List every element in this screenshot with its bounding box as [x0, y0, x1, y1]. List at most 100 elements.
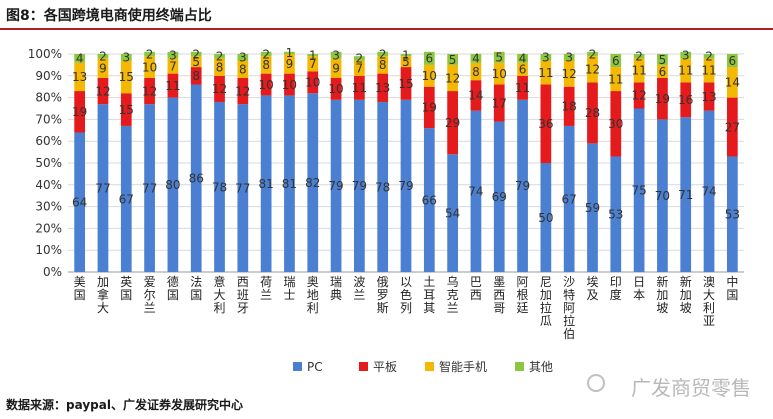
bar-segment — [726, 97, 738, 157]
bar-segment — [74, 62, 86, 92]
data-label: 16 — [678, 93, 693, 107]
data-label: 1 — [309, 48, 317, 62]
data-label: 14 — [725, 76, 740, 90]
bar-segment — [610, 54, 622, 68]
bar-segment — [120, 93, 132, 126]
data-label: 10 — [305, 76, 320, 90]
bar-segment — [726, 54, 738, 68]
bar-segment — [423, 51, 435, 65]
data-label: 77 — [142, 181, 157, 195]
bar-segment — [563, 86, 575, 126]
figure-title: 图8：各国跨境电商使用终端占比 — [6, 8, 212, 24]
y-axis-ticks: 0% 10% 20% 30% 40% 50% 60% 70% 80% 90% 100% — [28, 47, 62, 279]
data-label: 77 — [235, 181, 250, 195]
data-label: 5 — [192, 55, 200, 69]
bar-segment — [120, 60, 132, 94]
data-label: 12 — [445, 71, 460, 85]
bar-segment — [493, 121, 505, 272]
x-tick-label: 意大利 — [214, 274, 226, 315]
bar-segment — [726, 67, 738, 98]
bar-segment — [97, 54, 109, 59]
bar-segment — [214, 101, 225, 273]
data-label: 4 — [472, 52, 480, 66]
bar-segment — [237, 77, 249, 105]
bar-segment — [657, 77, 668, 120]
data-label: 11 — [701, 64, 716, 78]
data-label: 9 — [332, 61, 340, 75]
bar-segment — [284, 73, 295, 96]
bar-segment — [633, 58, 645, 83]
data-label: 71 — [678, 188, 693, 202]
bar-segment — [680, 82, 692, 118]
legend-label: 其他 — [529, 360, 553, 374]
bar-segment — [447, 91, 458, 155]
data-label: 67 — [119, 192, 134, 206]
data-label: 66 — [422, 193, 437, 207]
data-label: 70 — [655, 189, 670, 203]
data-label: 79 — [328, 179, 343, 193]
bar-segment — [214, 54, 225, 59]
bar-segment — [144, 56, 155, 78]
data-label: 7 — [309, 57, 317, 71]
bar-segment — [330, 77, 342, 100]
bar-segment — [540, 60, 552, 85]
x-tick-label: 瑞典 — [330, 275, 342, 302]
bar-segment — [703, 54, 715, 59]
x-tick-label: 乌克兰 — [447, 274, 459, 315]
bar-segment — [190, 51, 202, 57]
bar-segment — [703, 82, 715, 111]
data-label: 19 — [422, 101, 437, 115]
data-label: 78 — [375, 180, 390, 194]
bar-segment — [167, 51, 179, 59]
x-tick-label: 瑞士 — [283, 275, 295, 302]
data-label: 2 — [379, 47, 387, 61]
bar-segment — [237, 104, 249, 272]
bar-segment — [423, 64, 435, 87]
data-label: 2 — [589, 47, 597, 61]
data-label: 15 — [119, 103, 134, 117]
bar-segment — [330, 58, 342, 78]
bar-segment — [587, 56, 598, 83]
bar-segment — [167, 73, 179, 98]
bar-segment — [493, 62, 505, 85]
data-source-note: 数据来源：paypal、广发证券发展研究中心 — [6, 398, 243, 412]
data-label: 12 — [562, 67, 577, 81]
bar-segment — [493, 84, 505, 122]
bar-segment — [260, 73, 272, 96]
data-label: 3 — [682, 48, 690, 62]
data-label: 81 — [258, 177, 273, 191]
data-label: 17 — [492, 96, 507, 110]
data-label: 3 — [239, 51, 247, 65]
data-label: 5 — [495, 51, 503, 65]
watermark-text: 广发商贸零售 — [631, 376, 751, 400]
bar-segment — [307, 56, 319, 72]
bar-segment — [237, 60, 249, 78]
y-tick-label: 70% — [35, 112, 62, 126]
data-label: 9 — [286, 57, 294, 71]
bar-segment — [493, 51, 505, 63]
data-label: 67 — [562, 192, 577, 206]
bar-segment — [307, 54, 319, 57]
bar-layer — [74, 51, 738, 273]
x-tick-label: 埃及 — [586, 275, 598, 302]
bar-segment — [610, 156, 622, 272]
data-label: 78 — [212, 180, 227, 194]
bar-segment — [610, 91, 622, 157]
data-label: 6 — [519, 63, 527, 77]
data-label: 3 — [332, 48, 340, 62]
data-label: 11 — [631, 64, 646, 78]
data-label: 79 — [515, 179, 530, 193]
data-label: 36 — [538, 117, 553, 131]
data-label: 2 — [216, 50, 224, 64]
data-label: 8 — [472, 65, 480, 79]
data-label: 15 — [398, 77, 413, 91]
data-label: 7 — [356, 61, 364, 75]
data-label: 59 — [585, 201, 600, 215]
bar-segment — [633, 54, 645, 59]
stacked-bar-chart: 0%10%20%30%40%50%60%70%80%90%100% 6 4 19 1 3… — [28, 46, 744, 374]
bar-segment — [284, 95, 295, 272]
data-label: 27 — [725, 120, 740, 134]
bar-segment — [470, 110, 482, 273]
bar-segment — [214, 58, 225, 76]
bar-segment — [330, 99, 342, 272]
